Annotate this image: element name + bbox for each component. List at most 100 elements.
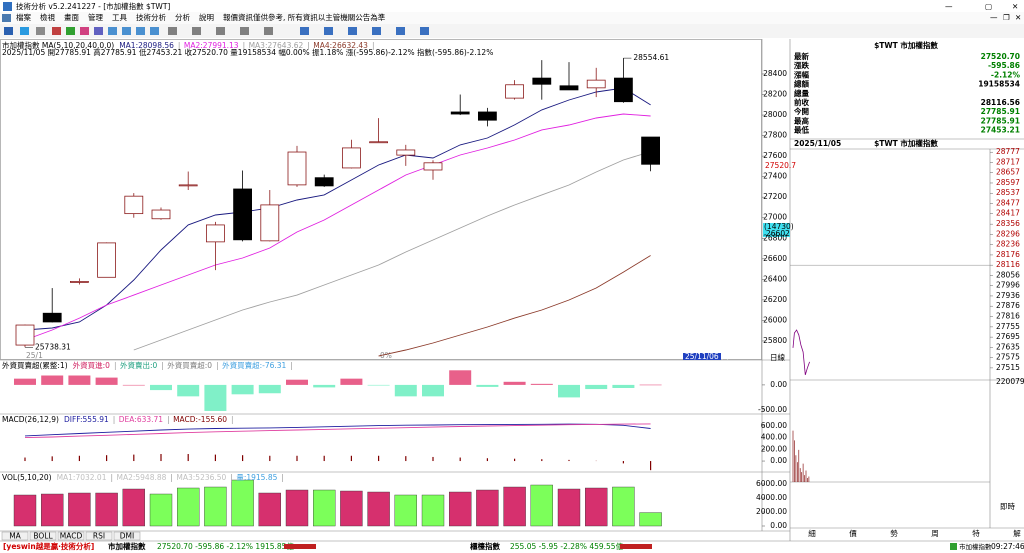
side-tab[interactable]: 價 xyxy=(849,529,857,538)
tab[interactable] xyxy=(57,531,85,541)
tool[interactable] xyxy=(324,27,333,35)
candle-body xyxy=(505,84,525,99)
y-tick-label: 27936 xyxy=(996,291,1020,300)
legend-separator: | xyxy=(372,41,375,50)
tool[interactable] xyxy=(136,27,145,35)
quote-value: -2.12% xyxy=(991,70,1021,79)
menu-item[interactable]: 技術分析 xyxy=(136,12,166,22)
tab[interactable] xyxy=(1,531,29,541)
tab[interactable] xyxy=(85,531,113,541)
side-tab[interactable]: 特 xyxy=(972,528,980,538)
intraday-title: $TWT 市加權指數 xyxy=(874,138,938,148)
bar xyxy=(258,492,281,527)
tool[interactable] xyxy=(4,27,13,35)
candle-body xyxy=(287,151,307,186)
candle-body xyxy=(70,281,89,283)
tool[interactable] xyxy=(396,27,405,35)
status-index: 市加權指數 xyxy=(108,541,146,551)
side-tab[interactable]: 解 xyxy=(1013,528,1021,538)
tab[interactable] xyxy=(113,531,141,541)
status-ticker: 市加權指數 xyxy=(959,542,992,551)
bar xyxy=(68,492,91,527)
legend-separator: | xyxy=(281,473,284,482)
bar xyxy=(394,494,417,527)
status-quote: 255.05 -5.95 -2.28% 459.55億 xyxy=(510,541,624,551)
mdi-close[interactable]: ✕ xyxy=(1015,13,1021,22)
menu-item[interactable]: 檔案 xyxy=(16,12,31,22)
quote-value: -595.86 xyxy=(988,61,1020,70)
tool[interactable] xyxy=(192,27,201,35)
tool[interactable] xyxy=(240,27,249,35)
tab-label[interactable]: MA xyxy=(9,532,21,541)
menu-item[interactable]: 管理 xyxy=(88,12,103,22)
tool[interactable] xyxy=(36,27,45,35)
menu-item[interactable]: 分析 xyxy=(175,12,190,22)
side-tab[interactable]: 細 xyxy=(808,528,816,538)
bar xyxy=(286,379,308,385)
tool[interactable] xyxy=(66,27,75,35)
maximize[interactable]: ▢ xyxy=(985,2,992,11)
chart-title: MACD(26,12,9) xyxy=(2,415,59,424)
quote-value: 28116.56 xyxy=(981,98,1020,107)
bar xyxy=(639,384,662,386)
tool[interactable] xyxy=(150,27,159,35)
mdi-restore[interactable]: ❐ xyxy=(1003,13,1010,22)
tool[interactable] xyxy=(372,27,381,35)
y-tick-label: 28717 xyxy=(996,157,1020,166)
legend-entry: DEA:633.71 xyxy=(119,415,164,424)
candle-body xyxy=(423,162,443,171)
bar xyxy=(122,488,146,527)
doc-icon xyxy=(2,14,11,22)
tab-label[interactable]: BOLL xyxy=(33,532,53,541)
marker: (14730) xyxy=(764,222,794,231)
y-tick-label: 400.00 xyxy=(761,433,787,442)
bar xyxy=(449,370,472,385)
menu-item[interactable]: 工具 xyxy=(112,13,127,22)
notice: 報價資訊僅供參考, 所有資訊以主管機關公告為準 xyxy=(223,12,386,22)
menu-item[interactable]: 說明 xyxy=(199,12,214,22)
tab-label[interactable]: MACD xyxy=(60,532,83,541)
bar xyxy=(150,384,172,391)
quote-title: $TWT 市加權指數 xyxy=(874,40,938,50)
tab[interactable] xyxy=(29,531,57,541)
tool[interactable] xyxy=(168,27,177,35)
volume-tick-label: 220079 xyxy=(996,377,1024,386)
tool[interactable] xyxy=(348,27,357,35)
tool[interactable] xyxy=(80,27,89,35)
side-tab[interactable]: 勢 xyxy=(890,528,898,538)
y-tick-label: 27755 xyxy=(996,322,1020,331)
menu-item[interactable]: 檢視 xyxy=(40,12,55,22)
tool[interactable] xyxy=(108,27,117,35)
tab-label[interactable]: RSI xyxy=(93,532,105,541)
intraday-line xyxy=(792,329,810,376)
mdi-min[interactable]: — xyxy=(990,13,998,22)
tool[interactable] xyxy=(420,27,429,35)
period[interactable]: 日線 xyxy=(770,352,785,362)
tool[interactable] xyxy=(300,27,309,35)
tool[interactable] xyxy=(20,27,29,35)
quote-label: 漲跌 xyxy=(794,60,809,70)
realtime[interactable]: 即時 xyxy=(1000,502,1015,511)
legend-entry: MA2:5948.88 xyxy=(116,473,166,482)
y-tick-label: 25800 xyxy=(763,336,787,345)
menu-item[interactable]: 畫面 xyxy=(64,12,79,22)
y-tick-label: 0.00 xyxy=(770,380,787,389)
candle-body xyxy=(314,177,334,187)
tool[interactable] xyxy=(264,27,273,35)
tab-label[interactable]: DMI xyxy=(120,532,134,541)
chart-title: 外資買賣超(累整:1) xyxy=(2,360,68,370)
tool[interactable] xyxy=(216,27,225,35)
tool[interactable] xyxy=(94,27,103,35)
minimize[interactable]: — xyxy=(945,2,953,11)
y-tick-label: 2000.00 xyxy=(756,507,787,516)
brand: [yeswin越是贏‧技術分析] xyxy=(3,541,94,551)
bar xyxy=(612,384,635,388)
tool[interactable] xyxy=(122,27,131,35)
legend-entry: MA2:27991.13 xyxy=(184,41,239,50)
bar xyxy=(41,375,64,385)
close[interactable]: ✕ xyxy=(1012,2,1018,11)
tool[interactable] xyxy=(52,27,61,35)
side-tab[interactable]: 周 xyxy=(931,529,939,538)
bar xyxy=(639,512,662,527)
plot-area xyxy=(15,58,660,357)
